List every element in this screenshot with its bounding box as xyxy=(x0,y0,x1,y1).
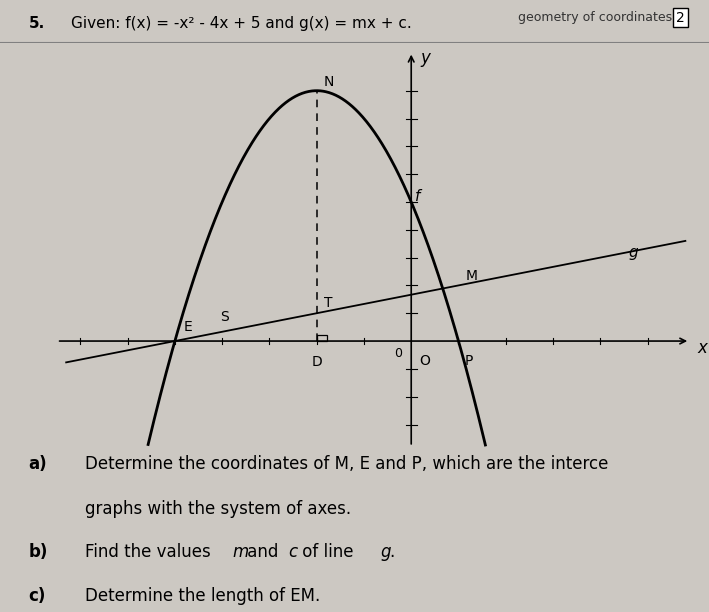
Text: M: M xyxy=(466,269,478,283)
Text: D: D xyxy=(311,355,322,369)
Text: c: c xyxy=(288,543,297,561)
Text: m: m xyxy=(233,543,249,561)
Text: 2: 2 xyxy=(676,11,685,24)
Text: 5.: 5. xyxy=(28,16,45,31)
Text: Determine the coordinates of M, E and P, which are the interce: Determine the coordinates of M, E and P,… xyxy=(85,455,608,473)
Text: x: x xyxy=(697,339,707,357)
Text: 0: 0 xyxy=(394,347,402,360)
Text: and: and xyxy=(242,543,284,561)
Text: .: . xyxy=(389,543,394,561)
Text: S: S xyxy=(220,310,229,324)
Text: E: E xyxy=(184,320,192,334)
Text: P: P xyxy=(464,354,472,368)
Text: T: T xyxy=(324,296,333,310)
Text: y: y xyxy=(420,49,430,67)
Text: Determine the length of EM.: Determine the length of EM. xyxy=(85,588,320,605)
Text: g: g xyxy=(380,543,391,561)
Bar xyxy=(317,335,327,341)
Text: a): a) xyxy=(28,455,47,473)
Text: b): b) xyxy=(28,543,48,561)
Text: N: N xyxy=(324,75,334,89)
Text: f: f xyxy=(415,189,420,204)
Text: geometry of coordinates: geometry of coordinates xyxy=(518,11,671,24)
Text: O: O xyxy=(420,354,430,368)
Text: Given: f(x) = -x² - 4x + 5 and g(x) = mx + c.: Given: f(x) = -x² - 4x + 5 and g(x) = mx… xyxy=(71,16,412,31)
Text: c): c) xyxy=(28,588,46,605)
Text: graphs with the system of axes.: graphs with the system of axes. xyxy=(85,499,351,518)
Text: g: g xyxy=(629,245,638,259)
Text: Find the values: Find the values xyxy=(85,543,216,561)
Text: of line: of line xyxy=(297,543,359,561)
